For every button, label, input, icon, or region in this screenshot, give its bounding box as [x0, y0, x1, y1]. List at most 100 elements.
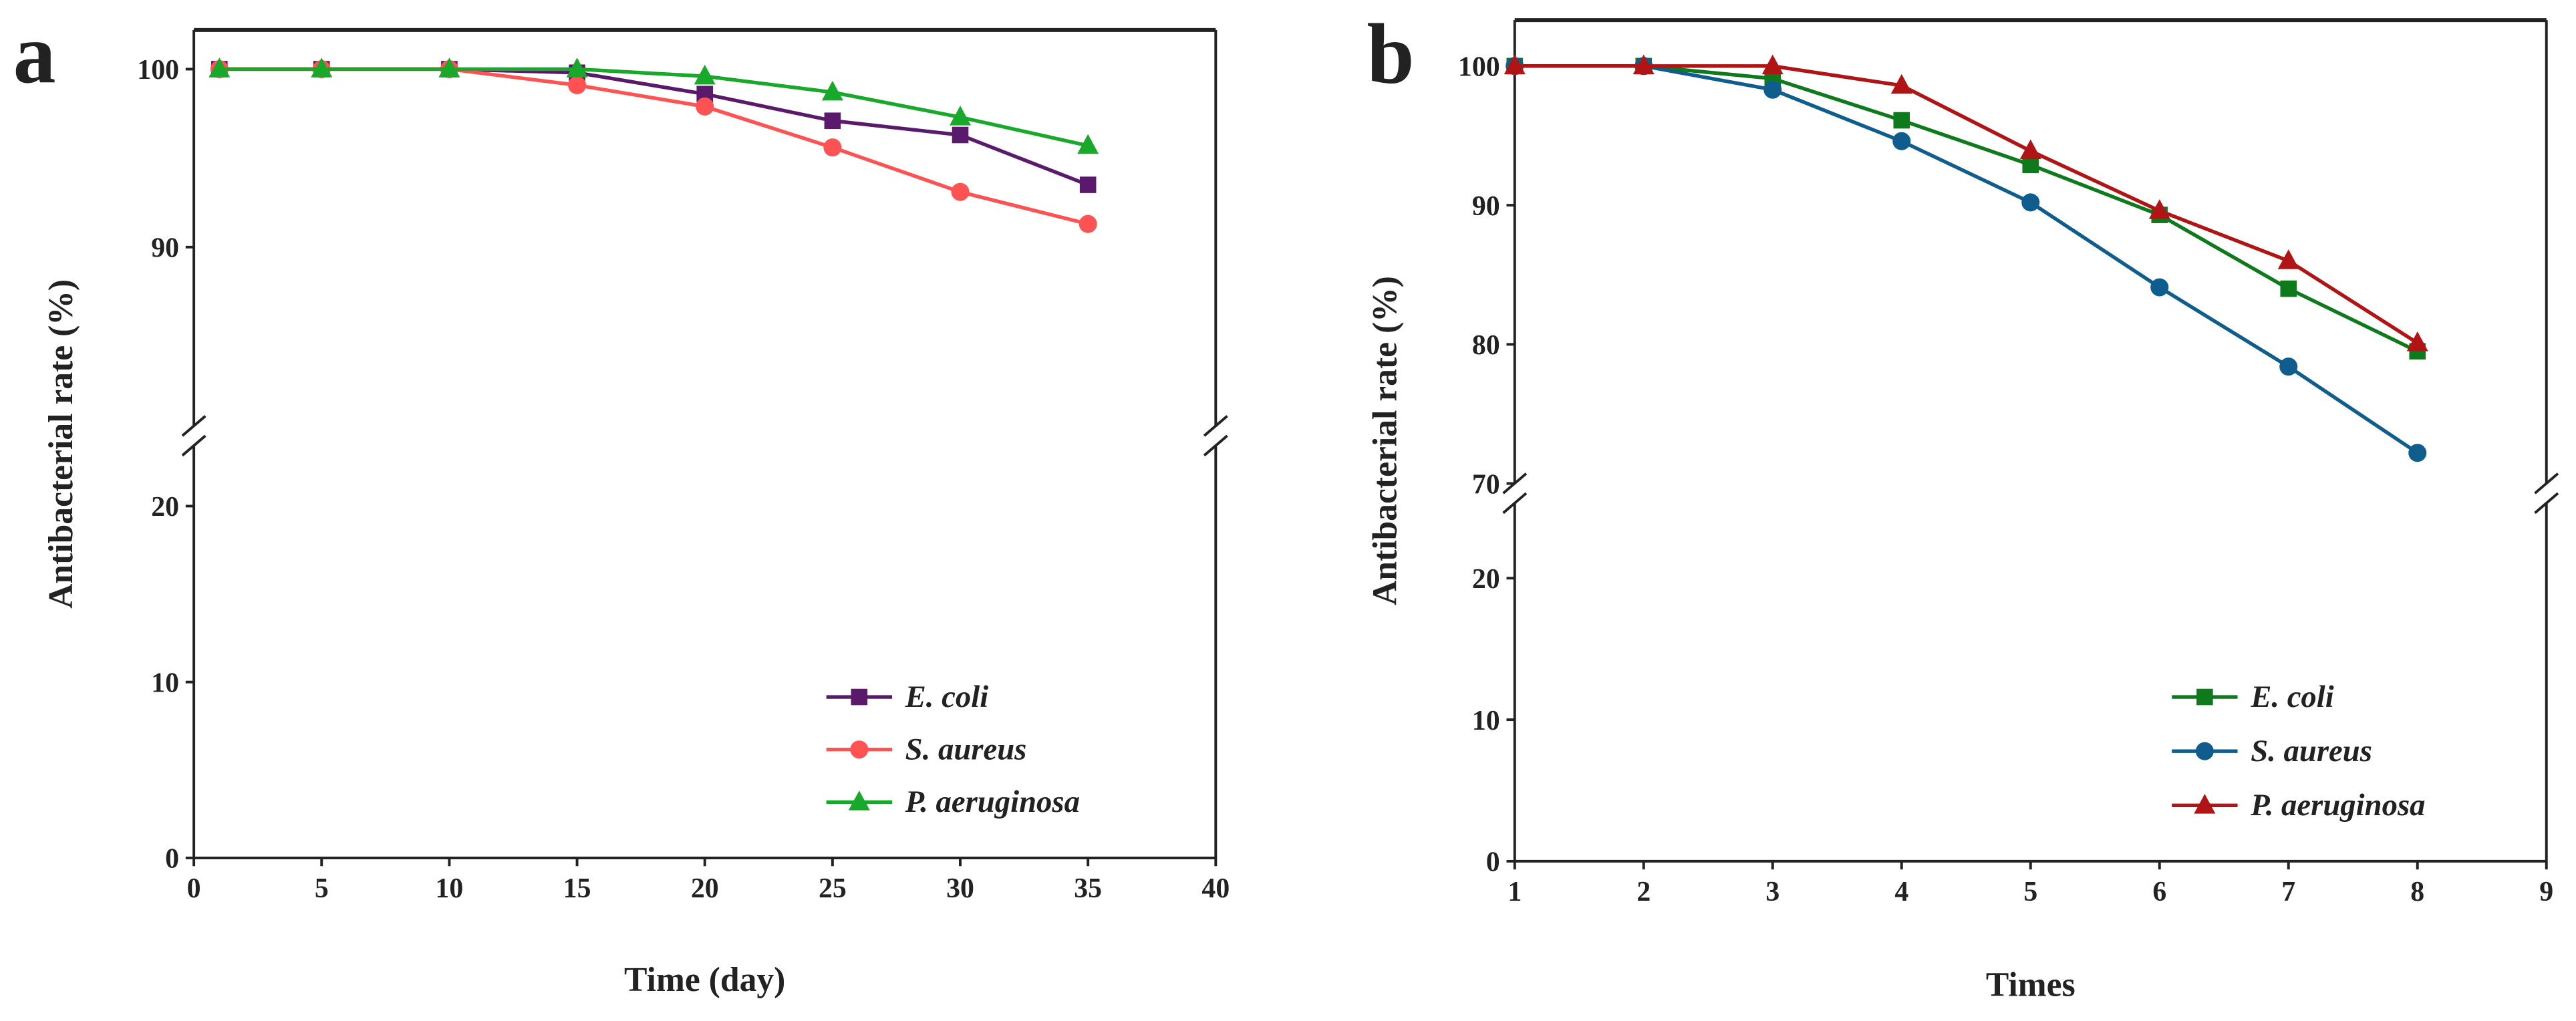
y-tick-label: 100 [137, 55, 179, 86]
data-point [2408, 444, 2427, 462]
x-tick-label: 15 [563, 873, 591, 904]
data-point [696, 97, 714, 116]
chart-panel-b: b1 2 3 4 5 6 7 8 901020708090100TimesAntibacteri… [1367, 7, 2559, 1004]
y-axis-break-mark [181, 415, 206, 437]
data-point [2279, 357, 2298, 376]
y-tick-label: 10 [151, 668, 179, 698]
series-line [219, 67, 1089, 148]
data-point [2022, 156, 2039, 174]
x-tick-label: 35 [1074, 873, 1102, 904]
legend-marker [2196, 688, 2213, 706]
series-s-aureus [1506, 57, 2427, 462]
x-tick-label: 2 [1636, 877, 1651, 907]
data-point [1077, 134, 1099, 154]
data-point [566, 57, 588, 78]
x-tick-label: 5 [315, 873, 329, 904]
series-line [1514, 64, 2419, 345]
y-tick-label: 20 [1472, 564, 1500, 595]
data-point [2406, 331, 2428, 351]
legend-label: E. coli [2250, 680, 2334, 714]
data-point [823, 138, 842, 157]
data-point [951, 182, 970, 201]
legend-marker [2194, 794, 2216, 814]
legend-label: P. aeruginosa [905, 784, 1080, 819]
data-point [438, 57, 460, 78]
legend-item: S. aureus [2172, 734, 2372, 768]
data-point [1632, 54, 1655, 75]
y-tick-label: 70 [1472, 469, 1500, 500]
legend-item: E. coli [826, 680, 989, 714]
data-point [208, 57, 231, 78]
x-tick-label: 4 [1894, 877, 1908, 907]
x-tick-label: 3 [1765, 877, 1779, 907]
series-p-aeruginosa [1504, 54, 2428, 351]
data-point [694, 64, 716, 85]
x-axis-label: Time (day) [624, 961, 785, 999]
y-axis-break-mark [181, 434, 206, 457]
legend-item: P. aeruginosa [2172, 788, 2425, 823]
data-point [2277, 249, 2299, 269]
x-tick-label: 25 [819, 873, 847, 904]
y-tick-label: 0 [165, 844, 179, 875]
panel-label: b [1367, 7, 1415, 102]
panel-label: a [13, 7, 56, 102]
series-line [219, 67, 1089, 226]
y-axis-label: Antibacterial rate (%) [42, 279, 80, 609]
x-tick-label: 7 [2281, 877, 2295, 907]
x-tick-label: 30 [946, 873, 974, 904]
data-point [1761, 54, 1783, 75]
y-tick-label: 100 [1458, 52, 1500, 83]
y-tick-label: 10 [1472, 706, 1500, 736]
data-point [2150, 278, 2169, 297]
data-point [821, 80, 843, 101]
data-point [950, 106, 972, 126]
right-axis-break-mark [2534, 472, 2559, 494]
legend-label: S. aureus [905, 732, 1027, 766]
data-point [568, 76, 587, 94]
data-point [824, 112, 841, 130]
legend-item: E. coli [2172, 680, 2334, 714]
data-point [2021, 193, 2040, 212]
y-tick-label: 90 [1472, 191, 1500, 222]
y-axis-label: Antibacterial rate (%) [1367, 276, 1405, 605]
legend-label: S. aureus [2251, 734, 2372, 768]
series-line [1514, 64, 2419, 455]
series-e-coli [211, 61, 1097, 193]
data-point [311, 57, 333, 78]
y-tick-label: 20 [151, 492, 179, 523]
x-tick-label: 40 [1201, 873, 1230, 904]
x-tick-label: 9 [2539, 877, 2553, 907]
legend-label: E. coli [905, 680, 989, 714]
legend-item: S. aureus [826, 732, 1027, 766]
right-axis-break-mark [1203, 415, 1228, 437]
legend-marker [850, 740, 869, 759]
legend-marker [851, 688, 868, 706]
data-point [2148, 199, 2170, 219]
x-tick-label: 6 [2152, 877, 2166, 907]
legend-label: P. aeruginosa [2250, 788, 2425, 823]
x-tick-label: 1 [1508, 877, 1522, 907]
x-tick-label: 8 [2410, 877, 2424, 907]
data-point [2280, 280, 2297, 297]
y-axis-break-mark [1502, 492, 1528, 515]
series-line [1514, 64, 2418, 353]
data-point [1892, 132, 1911, 150]
legend-marker [848, 790, 870, 811]
y-tick-label: 90 [151, 233, 179, 264]
data-point [1079, 176, 1097, 193]
right-axis-break-mark [1203, 434, 1228, 457]
y-tick-label: 80 [1472, 330, 1500, 361]
x-tick-label: 20 [691, 873, 719, 904]
data-point [1890, 74, 1912, 94]
data-point [2019, 139, 2041, 160]
series-e-coli [1506, 57, 2426, 360]
x-tick-label: 0 [187, 873, 201, 904]
legend-item: P. aeruginosa [826, 784, 1080, 819]
data-point [1893, 112, 1910, 129]
right-axis-break-mark [2534, 492, 2559, 515]
y-tick-label: 0 [1486, 847, 1500, 878]
series-p-aeruginosa [208, 57, 1099, 154]
data-point [952, 126, 969, 144]
x-tick-label: 10 [436, 873, 464, 904]
